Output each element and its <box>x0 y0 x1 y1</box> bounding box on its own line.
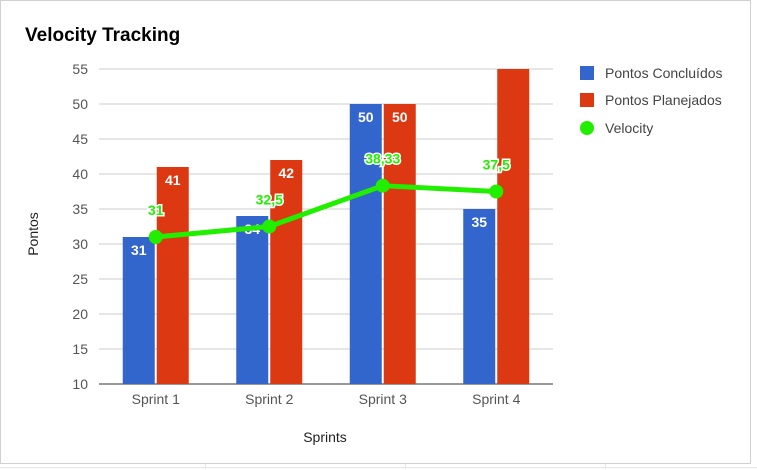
legend-swatch-planejados <box>580 93 594 108</box>
legend-item-concluidos[interactable]: Pontos Concluídos <box>580 59 723 87</box>
velocity-point-4 <box>489 184 504 199</box>
chart-title: Velocity Tracking <box>25 25 181 46</box>
sheet-gridline <box>0 467 757 468</box>
y-tick-label: 35 <box>72 201 88 217</box>
legend: Pontos Concluídos Pontos Planejados Velo… <box>580 59 723 142</box>
x-axis-title: Sprints <box>303 429 347 445</box>
bar-planejados-2 <box>270 160 303 384</box>
legend-label-concluidos: Pontos Concluídos <box>605 64 723 81</box>
bar-concluidos-3 <box>349 104 382 384</box>
velocity-label: 31 <box>148 202 164 218</box>
bar-label-planejados: 50 <box>392 109 408 125</box>
velocity-line-path <box>155 183 497 240</box>
bar-label-concluidos: 35 <box>471 214 487 230</box>
y-tick-label: 50 <box>72 96 88 112</box>
y-tick-label: 55 <box>72 61 88 77</box>
bar-label-planejados: 42 <box>278 165 294 181</box>
x-axis-ticks: Sprint 1 Sprint 2 Sprint 3 Sprint 4 <box>132 391 521 407</box>
x-tick-label: Sprint 3 <box>359 391 407 407</box>
x-tick-label: Sprint 2 <box>245 391 293 407</box>
legend-dot-velocity <box>580 120 594 135</box>
bar-concluidos-2 <box>236 216 269 384</box>
bar-concluidos-4 <box>463 209 496 384</box>
y-tick-label: 30 <box>72 236 88 252</box>
bar-label-planejados: 41 <box>165 172 181 188</box>
velocity-label: 38,33 <box>365 151 400 167</box>
bar-concluidos-1 <box>122 237 155 384</box>
y-tick-label: 25 <box>72 271 88 287</box>
velocity-point-3 <box>375 178 390 193</box>
bar-planejados-1 <box>156 167 189 384</box>
y-axis-title: Pontos <box>25 212 41 256</box>
legend-item-velocity[interactable]: Velocity <box>580 114 723 142</box>
y-tick-label: 20 <box>72 306 88 322</box>
x-tick-label: Sprint 4 <box>472 391 520 407</box>
x-tick-label: Sprint 1 <box>132 391 180 407</box>
velocity-label: 32,5 <box>256 192 283 208</box>
velocity-point-1 <box>148 230 163 244</box>
chart-container[interactable]: Velocity Tracking 10 15 20 25 30 35 40 45 50 55 3… <box>0 0 751 464</box>
bar-label-concluidos: 31 <box>131 242 147 258</box>
velocity-line: 31 32,5 38,33 37,5 <box>146 149 512 244</box>
y-axis-ticks: 10 15 20 25 30 35 40 45 50 55 <box>72 61 88 392</box>
velocity-point-2 <box>262 219 277 234</box>
bar-planejados-4 <box>497 69 530 384</box>
y-tick-label: 45 <box>72 131 88 147</box>
bar-label-concluidos: 50 <box>358 109 374 125</box>
y-tick-label: 15 <box>72 341 88 357</box>
velocity-label: 37,5 <box>483 157 510 173</box>
y-tick-label: 10 <box>72 376 88 392</box>
legend-label-velocity: Velocity <box>605 119 654 136</box>
bar-planejados-3 <box>383 104 416 384</box>
legend-label-planejados: Pontos Planejados <box>605 92 722 109</box>
legend-swatch-concluidos <box>580 65 594 80</box>
y-tick-label: 40 <box>72 166 88 182</box>
legend-item-planejados[interactable]: Pontos Planejados <box>580 87 723 115</box>
